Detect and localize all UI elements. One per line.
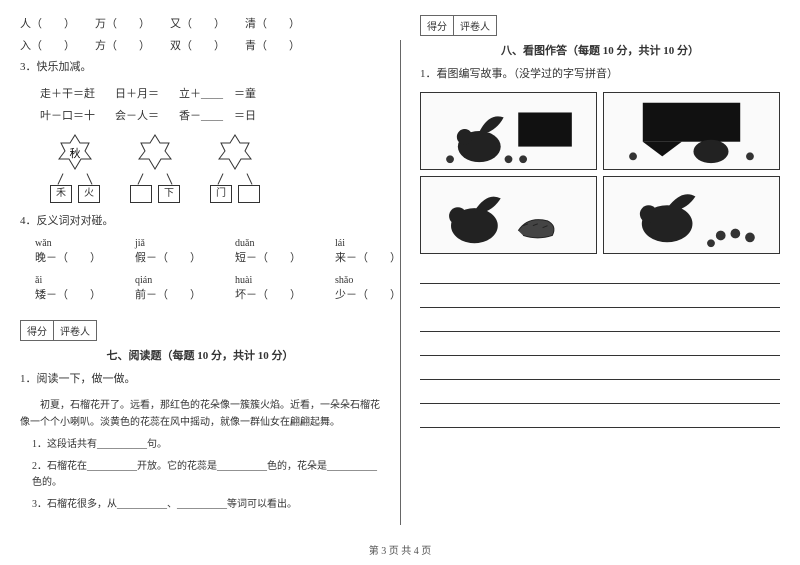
story-panel-1 (420, 92, 597, 170)
math-item: 日＋月＝ (115, 85, 159, 101)
right-column: 得分 评卷人 八、看图作答（每题 10 分，共计 10 分） 1．看图编写故事。… (400, 0, 800, 565)
shape-group: 秋 禾 火 (50, 133, 100, 203)
antonym-item: qián前－（ ） (135, 275, 205, 302)
math-row-2: 叶－口＝十 会－人＝ 香－____ ＝日 (40, 107, 380, 123)
boxes: 禾 火 (50, 185, 100, 203)
write-line (420, 310, 780, 332)
section-8-title: 八、看图作答（每题 10 分，共计 10 分） (420, 42, 780, 58)
shapes-row: 秋 禾 火 下 门 (50, 133, 380, 203)
math-item: 香－____ ＝日 (179, 107, 256, 123)
char-box (238, 185, 260, 203)
reading-text: 初夏，石榴花开了。远看，那红色的花朵像一簇簇火焰。近看，一朵朵石榴花像一个个小喇… (20, 397, 380, 431)
write-line (420, 286, 780, 308)
reading-title: 1．阅读一下，做一做。 (20, 371, 380, 389)
char-box: 火 (78, 185, 100, 203)
section-7-title: 七、阅读题（每题 10 分，共计 10 分） (20, 347, 380, 363)
write-line (420, 406, 780, 428)
math-row-1: 走＋干＝赶 日＋月＝ 立＋____ ＝童 (40, 85, 380, 101)
antonym-row: wǎn晚－（ ） jiǎ假－（ ） duǎn短－（ ） lái来－（ ） (35, 238, 380, 265)
star-shape: 秋 (55, 133, 95, 173)
left-column: 人（ ） 万（ ） 又（ ） 清（ ） 入（ ） 方（ ） 双（ ） 青（ ） … (0, 0, 400, 565)
page-footer: 第 3 页 共 4 页 (0, 542, 800, 557)
math-item: 走＋干＝赶 (40, 85, 95, 101)
q1-title: 1．看图编写故事。（没学过的字写拼音） (420, 66, 780, 84)
antonym-item: duǎn短－（ ） (235, 238, 305, 265)
antonym-item: huài坏－（ ） (235, 275, 305, 302)
antonym-item: wǎn晚－（ ） (35, 238, 105, 265)
write-line (420, 358, 780, 380)
char-box: 下 (158, 185, 180, 203)
math-item: 叶－口＝十 (40, 107, 95, 123)
reading-q2: 2．石榴花在__________开放。它的花蕊是__________色的，花朵是… (32, 459, 380, 491)
char-item: 万（ ） (95, 15, 150, 31)
char-item: 又（ ） (170, 15, 225, 31)
char-box (130, 185, 152, 203)
q4-title: 4．反义词对对碰。 (20, 213, 380, 231)
char-box: 门 (210, 185, 232, 203)
score-box: 得分 评卷人 (20, 320, 380, 341)
connector (130, 173, 180, 185)
story-panel-3 (420, 176, 597, 254)
write-line (420, 334, 780, 356)
score-cell: 评卷人 (53, 320, 97, 341)
images-grid (420, 92, 780, 254)
char-item: 入（ ） (20, 37, 75, 53)
q3-title: 3．快乐加减。 (20, 59, 380, 77)
score-cell: 评卷人 (453, 15, 497, 36)
char-item: 人（ ） (20, 15, 75, 31)
story-panel-2 (603, 92, 780, 170)
char-row-1: 人（ ） 万（ ） 又（ ） 清（ ） (20, 15, 380, 31)
connector (210, 173, 260, 185)
char-item: 双（ ） (170, 37, 225, 53)
score-box: 得分 评卷人 (420, 15, 780, 36)
char-box: 禾 (50, 185, 72, 203)
connector (50, 173, 100, 185)
antonym-item: ǎi矮－（ ） (35, 275, 105, 302)
reading-q1: 1．这段话共有__________句。 (32, 437, 380, 453)
boxes: 门 (210, 185, 260, 203)
shape-group: 门 (210, 133, 260, 203)
reading-q3: 3．石榴花很多，从__________、__________等词可以看出。 (32, 497, 380, 513)
math-item: 立＋____ ＝童 (179, 85, 256, 101)
antonym-item: jiǎ假－（ ） (135, 238, 205, 265)
star-shape (215, 133, 255, 173)
antonym-row: ǎi矮－（ ） qián前－（ ） huài坏－（ ） shǎo少－（ ） (35, 275, 380, 302)
char-item: 方（ ） (95, 37, 150, 53)
shape-group: 下 (130, 133, 180, 203)
score-cell: 得分 (20, 320, 54, 341)
char-row-2: 入（ ） 方（ ） 双（ ） 青（ ） (20, 37, 380, 53)
write-line (420, 382, 780, 404)
char-item: 清（ ） (245, 15, 300, 31)
boxes: 下 (130, 185, 180, 203)
antonym-item: lái来－（ ） (335, 238, 405, 265)
star-shape (135, 133, 175, 173)
math-item: 会－人＝ (115, 107, 159, 123)
score-cell: 得分 (420, 15, 454, 36)
char-item: 青（ ） (245, 37, 300, 53)
write-line (420, 262, 780, 284)
story-panel-4 (603, 176, 780, 254)
star-char: 秋 (70, 146, 81, 160)
antonym-item: shǎo少－（ ） (335, 275, 405, 302)
